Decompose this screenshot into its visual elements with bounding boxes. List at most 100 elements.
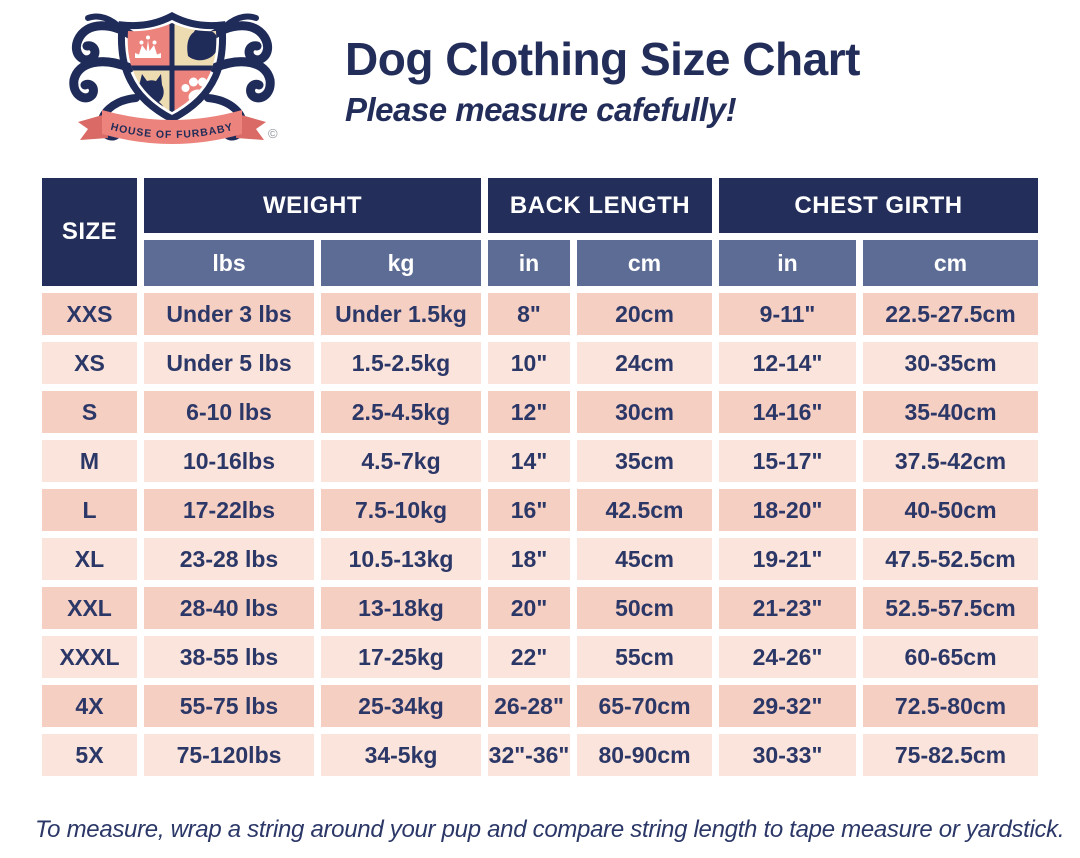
cell-back-cm: 20cm bbox=[577, 293, 712, 335]
column-header-back-length: BACK LENGTH bbox=[488, 178, 712, 233]
cell-size: S bbox=[42, 391, 137, 433]
table-row-xl: XL 23-28 lbs 10.5-13kg 18" 45cm 19-21" 4… bbox=[42, 538, 1039, 580]
cell-chest-in: 12-14" bbox=[719, 342, 856, 384]
unit-header-chest-in: in bbox=[719, 240, 856, 286]
column-header-chest-girth: CHEST GIRTH bbox=[719, 178, 1039, 233]
column-header-size: SIZE bbox=[42, 178, 137, 286]
cell-back-in: 14" bbox=[488, 440, 570, 482]
cell-back-cm: 80-90cm bbox=[577, 734, 712, 776]
cell-weight-lbs: 28-40 lbs bbox=[144, 587, 314, 629]
cell-chest-in: 24-26" bbox=[719, 636, 856, 678]
cell-size: 4X bbox=[42, 685, 137, 727]
cell-back-in: 10" bbox=[488, 342, 570, 384]
page-subtitle: Please measure cafefully! bbox=[345, 90, 737, 128]
cell-back-in: 12" bbox=[488, 391, 570, 433]
cell-chest-cm: 40-50cm bbox=[863, 489, 1039, 531]
cell-weight-lbs: 10-16lbs bbox=[144, 440, 314, 482]
cell-chest-in: 9-11" bbox=[719, 293, 856, 335]
cell-chest-cm: 35-40cm bbox=[863, 391, 1039, 433]
cell-weight-kg: 10.5-13kg bbox=[321, 538, 481, 580]
cell-back-in: 16" bbox=[488, 489, 570, 531]
cell-weight-kg: 34-5kg bbox=[321, 734, 481, 776]
cell-weight-kg: Under 1.5kg bbox=[321, 293, 481, 335]
cell-size: L bbox=[42, 489, 137, 531]
cell-chest-in: 14-16" bbox=[719, 391, 856, 433]
cell-back-cm: 30cm bbox=[577, 391, 712, 433]
cell-size: 5X bbox=[42, 734, 137, 776]
cell-weight-lbs: Under 5 lbs bbox=[144, 342, 314, 384]
table-row-xxxl: XXXL 38-55 lbs 17-25kg 22" 55cm 24-26" 6… bbox=[42, 636, 1039, 678]
shield-icon bbox=[117, 12, 227, 123]
table-row-xxl: XXL 28-40 lbs 13-18kg 20" 50cm 21-23" 52… bbox=[42, 587, 1039, 629]
cell-size: XXS bbox=[42, 293, 137, 335]
unit-header-weight-kg: kg bbox=[321, 240, 481, 286]
table-row-xs: XS Under 5 lbs 1.5-2.5kg 10" 24cm 12-14"… bbox=[42, 342, 1039, 384]
cell-back-cm: 45cm bbox=[577, 538, 712, 580]
cell-chest-in: 18-20" bbox=[719, 489, 856, 531]
measuring-instructions: To measure, wrap a string around your pu… bbox=[35, 816, 1065, 843]
table-row-s: S 6-10 lbs 2.5-4.5kg 12" 30cm 14-16" 35-… bbox=[42, 391, 1039, 433]
header-group-row: SIZE WEIGHT BACK LENGTH CHEST GIRTH bbox=[42, 178, 1039, 286]
cell-weight-kg: 13-18kg bbox=[321, 587, 481, 629]
cell-back-in: 32"-36" bbox=[488, 734, 570, 776]
cell-weight-kg: 2.5-4.5kg bbox=[321, 391, 481, 433]
unit-header-back-in: in bbox=[488, 240, 570, 286]
cell-size: XL bbox=[42, 538, 137, 580]
cell-weight-lbs: 23-28 lbs bbox=[144, 538, 314, 580]
brand-logo: HOUSE OF FURBABY © bbox=[69, 12, 278, 144]
cell-back-in: 18" bbox=[488, 538, 570, 580]
cell-chest-cm: 30-35cm bbox=[863, 342, 1039, 384]
title-block: Dog Clothing Size Chart Please measure c… bbox=[345, 34, 860, 129]
cell-chest-cm: 47.5-52.5cm bbox=[863, 538, 1039, 580]
cell-weight-kg: 17-25kg bbox=[321, 636, 481, 678]
cell-weight-lbs: 55-75 lbs bbox=[144, 685, 314, 727]
cell-chest-in: 21-23" bbox=[719, 587, 856, 629]
cell-size: M bbox=[42, 440, 137, 482]
cell-chest-cm: 72.5-80cm bbox=[863, 685, 1039, 727]
cell-back-in: 20" bbox=[488, 587, 570, 629]
cell-weight-lbs: Under 3 lbs bbox=[144, 293, 314, 335]
cell-chest-in: 19-21" bbox=[719, 538, 856, 580]
cell-back-in: 22" bbox=[488, 636, 570, 678]
crown-icon bbox=[135, 35, 161, 58]
cell-size: XXL bbox=[42, 587, 137, 629]
cell-chest-cm: 22.5-27.5cm bbox=[863, 293, 1039, 335]
unit-header-weight-lbs: lbs bbox=[144, 240, 314, 286]
cell-weight-kg: 25-34kg bbox=[321, 685, 481, 727]
cell-back-cm: 65-70cm bbox=[577, 685, 712, 727]
cell-chest-cm: 37.5-42cm bbox=[863, 440, 1039, 482]
column-header-weight: WEIGHT bbox=[144, 178, 481, 233]
cell-weight-kg: 1.5-2.5kg bbox=[321, 342, 481, 384]
table-row-l: L 17-22lbs 7.5-10kg 16" 42.5cm 18-20" 40… bbox=[42, 489, 1039, 531]
cell-weight-kg: 4.5-7kg bbox=[321, 440, 481, 482]
table-row-5x: 5X 75-120lbs 34-5kg 32"-36" 80-90cm 30-3… bbox=[42, 734, 1039, 776]
cell-weight-lbs: 75-120lbs bbox=[144, 734, 314, 776]
unit-header-back-cm: cm bbox=[577, 240, 712, 286]
size-chart-table: SIZE WEIGHT BACK LENGTH CHEST GIRTH lbs … bbox=[35, 171, 1045, 783]
cell-chest-in: 30-33" bbox=[719, 734, 856, 776]
table-row-4x: 4X 55-75 lbs 25-34kg 26-28" 65-70cm 29-3… bbox=[42, 685, 1039, 727]
header-units-row: lbs kg in cm in cm bbox=[42, 240, 1039, 286]
cell-back-in: 8" bbox=[488, 293, 570, 335]
cell-back-cm: 42.5cm bbox=[577, 489, 712, 531]
cell-weight-lbs: 38-55 lbs bbox=[144, 636, 314, 678]
ribbon-banner: HOUSE OF FURBABY bbox=[78, 110, 266, 144]
unit-header-chest-cm: cm bbox=[863, 240, 1039, 286]
cell-chest-in: 15-17" bbox=[719, 440, 856, 482]
cell-size: XXXL bbox=[42, 636, 137, 678]
cell-weight-lbs: 6-10 lbs bbox=[144, 391, 314, 433]
table-row-m: M 10-16lbs 4.5-7kg 14" 35cm 15-17" 37.5-… bbox=[42, 440, 1039, 482]
table-row-xxs: XXS Under 3 lbs Under 1.5kg 8" 20cm 9-11… bbox=[42, 293, 1039, 335]
copyright-mark: © bbox=[268, 126, 278, 141]
cell-weight-kg: 7.5-10kg bbox=[321, 489, 481, 531]
cell-chest-cm: 52.5-57.5cm bbox=[863, 587, 1039, 629]
cell-chest-cm: 60-65cm bbox=[863, 636, 1039, 678]
cell-back-in: 26-28" bbox=[488, 685, 570, 727]
cell-chest-cm: 75-82.5cm bbox=[863, 734, 1039, 776]
cell-size: XS bbox=[42, 342, 137, 384]
cell-weight-lbs: 17-22lbs bbox=[144, 489, 314, 531]
page-title: Dog Clothing Size Chart bbox=[345, 33, 860, 85]
cell-back-cm: 35cm bbox=[577, 440, 712, 482]
cell-chest-in: 29-32" bbox=[719, 685, 856, 727]
cell-back-cm: 24cm bbox=[577, 342, 712, 384]
